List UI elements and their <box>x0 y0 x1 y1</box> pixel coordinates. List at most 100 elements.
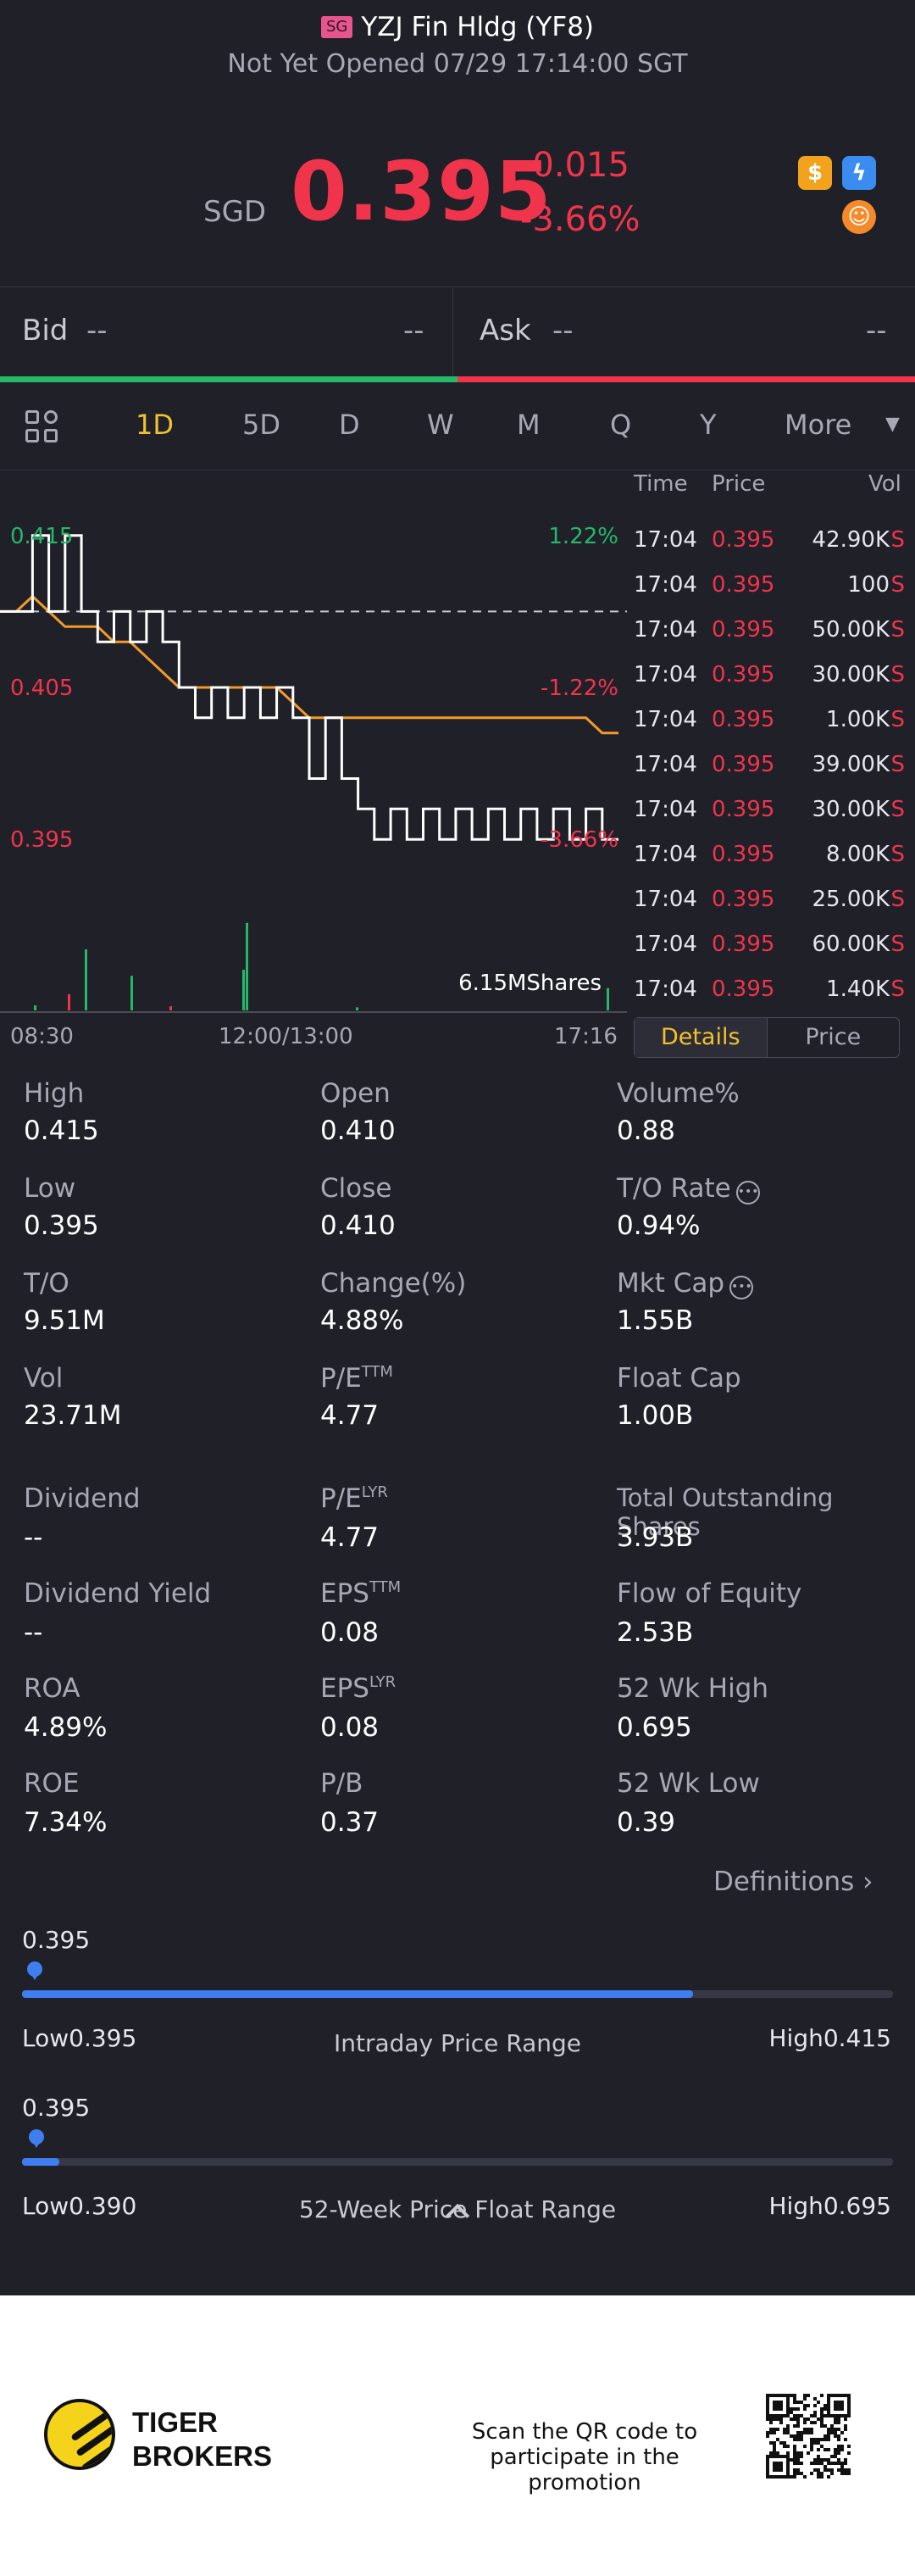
stat-to-rate-value: 0.94% <box>617 1210 701 1241</box>
x-label-midday: 12:00/13:00 <box>219 1024 353 1049</box>
week52-current-value: 0.395 <box>22 2094 91 2122</box>
stat-vol-label: Vol <box>24 1363 64 1394</box>
price-change-percent: -3.66% <box>520 200 640 239</box>
tab-more[interactable]: More <box>785 409 852 441</box>
tab-q[interactable]: Q <box>610 409 632 441</box>
stat-flow-equity-label: Flow of Equity <box>617 1578 802 1609</box>
tick-vol: 39.00K <box>812 752 890 777</box>
bid-size: -- <box>403 314 424 348</box>
tick-row: 17:04 0.395 60.00K S <box>634 932 905 976</box>
qr-code-icon[interactable] <box>766 2394 851 2479</box>
tick-price: 0.395 <box>712 976 775 1002</box>
stat-open-label: Open <box>320 1078 391 1109</box>
tab-1d[interactable]: 1D <box>136 409 174 441</box>
stat-div-yield-label: Dividend Yield <box>24 1578 212 1609</box>
tick-price: 0.395 <box>712 617 775 643</box>
chevron-down-icon[interactable]: ▼ <box>885 414 900 435</box>
details-price-toggle[interactable]: Details Price <box>634 1017 900 1058</box>
tick-vol: 50.00K <box>812 617 890 643</box>
market-badge: SG <box>320 16 353 38</box>
tick-vol: 100 <box>847 572 890 598</box>
tick-row: 17:04 0.395 25.00K S <box>634 887 905 932</box>
chart-layout-icon[interactable] <box>25 410 61 446</box>
tick-side: S <box>890 976 905 1002</box>
stat-52wk-high-label: 52 Wk High <box>617 1673 769 1704</box>
tick-side: S <box>890 797 905 822</box>
stat-pe-lyr-value: 4.77 <box>320 1522 380 1553</box>
stat-pe-lyr-label: P/ELYR <box>320 1483 388 1514</box>
tick-header-price: Price <box>712 471 766 497</box>
tick-price: 0.395 <box>712 662 775 687</box>
intraday-low: Low0.395 <box>22 2024 137 2052</box>
tick-time: 17:04 <box>634 662 697 687</box>
tick-vol: 60.00K <box>812 932 890 957</box>
tick-side: S <box>890 527 905 553</box>
stat-div-yield-value: -- <box>24 1617 43 1648</box>
stat-roa-value: 4.89% <box>24 1712 108 1743</box>
stat-52wk-low-label: 52 Wk Low <box>617 1768 760 1799</box>
tick-side: S <box>890 662 905 687</box>
stat-pe-ttm-value: 4.77 <box>320 1400 380 1431</box>
tab-m[interactable]: M <box>517 409 541 441</box>
y-label-left-high: 0.415 <box>10 524 73 549</box>
stat-to-rate-label: T/O Rate <box>617 1173 731 1204</box>
ask-volume-bar <box>458 376 915 382</box>
tick-vol: 8.00K <box>826 842 890 867</box>
tick-price: 0.395 <box>712 797 775 822</box>
tab-y[interactable]: Y <box>700 409 717 441</box>
bid-price: -- <box>86 314 108 348</box>
stat-to-label: T/O <box>24 1268 69 1299</box>
bid-volume-bar <box>0 376 458 382</box>
tick-time: 17:04 <box>634 976 697 1002</box>
y-label-right-low: -3.66% <box>541 827 618 853</box>
stat-change-pct-label: Change(%) <box>320 1268 467 1299</box>
tab-w[interactable]: W <box>427 409 454 441</box>
tick-price: 0.395 <box>712 572 775 598</box>
tick-price: 0.395 <box>712 752 775 777</box>
stat-high-value: 0.415 <box>24 1116 99 1146</box>
tick-vol: 1.40K <box>826 976 890 1002</box>
tick-side: S <box>890 617 905 643</box>
info-icon[interactable]: ••• <box>735 1181 760 1205</box>
dollar-icon[interactable]: $ <box>798 156 832 190</box>
last-price: 0.395 <box>291 144 552 239</box>
stat-roe-value: 7.34% <box>24 1807 108 1838</box>
stat-to-value: 9.51M <box>24 1305 105 1336</box>
info-icon[interactable]: ••• <box>729 1276 754 1299</box>
stat-eps-ttm-label: EPSTTM <box>320 1578 402 1609</box>
tick-time: 17:04 <box>634 707 697 732</box>
stat-close-value: 0.410 <box>320 1210 396 1241</box>
stat-dividend-label: Dividend <box>24 1483 141 1514</box>
title-row: SG YZJ Fin Hldg (YF8) <box>0 12 915 42</box>
currency-label: SGD <box>203 195 267 229</box>
stat-eps-lyr-label: EPSLYR <box>320 1673 396 1704</box>
tiger-icon[interactable]: ☺ <box>842 200 876 234</box>
stat-flow-equity-value: 2.53B <box>617 1617 694 1648</box>
week52-range-fill <box>22 2158 60 2166</box>
intraday-range-track <box>22 1990 893 1998</box>
stat-low-label: Low <box>24 1173 76 1204</box>
details-tab[interactable]: Details <box>635 1018 768 1057</box>
tick-vol: 30.00K <box>812 797 890 822</box>
price-change: -0.015 <box>520 146 629 185</box>
tab-d[interactable]: D <box>339 409 360 441</box>
tick-row: 17:04 0.395 100 S <box>634 572 905 617</box>
volume-bar <box>246 922 248 1010</box>
stat-to-rate[interactable]: T/O Rate ••• <box>617 1173 760 1205</box>
tab-5d[interactable]: 5D <box>242 409 280 441</box>
bolt-icon[interactable]: ϟ <box>842 156 876 190</box>
stat-mkt-cap[interactable]: Mkt Cap ••• <box>617 1268 754 1299</box>
tick-side: S <box>890 707 905 732</box>
stat-float-cap-label: Float Cap <box>617 1363 741 1394</box>
stat-dividend-value: -- <box>24 1522 43 1553</box>
stat-52wk-low-value: 0.39 <box>617 1807 676 1838</box>
ask-label: Ask <box>480 314 531 348</box>
tick-price: 0.395 <box>712 932 775 957</box>
intraday-chart[interactable]: 0.415 0.405 0.395 1.22% -1.22% -3.66% 6.… <box>0 471 627 1014</box>
definitions-link[interactable]: Definitions › <box>713 1867 873 1897</box>
stat-total-shares-label: Total Outstanding Shares <box>617 1483 834 1541</box>
intraday-pin-icon <box>27 1961 42 1982</box>
tick-vol: 25.00K <box>812 887 890 912</box>
price-tab[interactable]: Price <box>805 1024 862 1050</box>
stat-volume-pct-label: Volume% <box>617 1078 740 1109</box>
